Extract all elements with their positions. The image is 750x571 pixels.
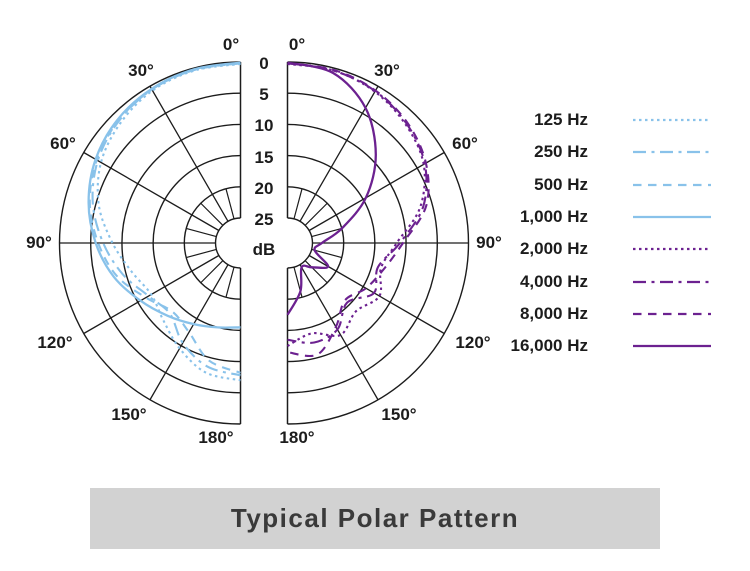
db-tick-label-0: 0 [259,54,269,73]
legend-label: 125 Hz [534,110,588,129]
chart-title: Typical Polar Pattern [230,503,520,533]
legend-line-swatch [633,183,711,186]
right-angle-label-60deg: 60° [452,134,478,153]
left-angle-label-150deg: 150° [111,405,147,424]
legend-item-500hz: 500 Hz [460,173,720,197]
legend-line-swatch [633,312,711,315]
legend-label: 500 Hz [534,174,588,194]
legend-label: 16,000 Hz [510,336,589,356]
polar-curve-16000hz [286,61,377,316]
db-tick-label-5: 5 [259,85,269,105]
legend-item-2000hz: 2,000 Hz [460,237,720,261]
left-angle-label-90deg: 90° [26,233,52,252]
legend-line-swatch [633,215,711,219]
legend-line-swatch [633,248,711,251]
db-tick-label-20: 20 [254,178,274,198]
right-angle-label-180deg: 180° [279,428,315,447]
legend-line-swatch [633,280,711,283]
left-angle-label-60deg: 60° [50,134,76,153]
db-tick-label-15: 15 [254,147,274,167]
legend-item-4000hz: 4,000 Hz [460,270,720,294]
legend-label: 8,000 Hz [519,303,588,323]
legend-item-125hz: 125 Hz [460,108,720,132]
right-angle-label-90deg: 90° [476,233,502,252]
polar-curve-2000hz [286,62,426,347]
legend-label: 250 Hz [534,142,588,162]
db-unit-label: dB [252,240,276,259]
right-angle-label-150deg: 150° [381,405,417,424]
right-angle-label-120deg: 120° [455,333,491,352]
polar-curve-1000hz [87,61,241,329]
legend-line-swatch [633,344,711,348]
db-tick-label-25: 25 [254,210,274,229]
right-angle-label-30deg: 30° [374,61,400,80]
legend-line-swatch [633,151,711,154]
legend-item-1000hz: 1,000 Hz [460,205,720,229]
db-tick-label-10: 10 [254,116,274,136]
legend-label: 1,000 Hz [519,206,588,226]
legend-label: 4,000 Hz [519,271,588,291]
title-bar: Typical Polar Pattern [90,488,660,549]
left-angle-label-30deg: 30° [128,61,154,80]
left-angle-label-0deg: 0° [222,35,240,54]
polar-curve-8000hz [287,62,430,358]
polar-curve-125hz [96,62,241,382]
left-angle-label-180deg: 180° [198,428,234,447]
legend-line-swatch [633,118,711,122]
legend-item-250hz: 250 Hz [460,140,720,164]
legend-item-8000hz: 8,000 Hz [460,302,720,326]
left-angle-label-120deg: 120° [37,333,73,352]
legend-label: 2,000 Hz [519,239,588,259]
right-angle-label-0deg: 0° [288,35,306,54]
legend-item-16000hz: 16,000 Hz [460,334,720,358]
